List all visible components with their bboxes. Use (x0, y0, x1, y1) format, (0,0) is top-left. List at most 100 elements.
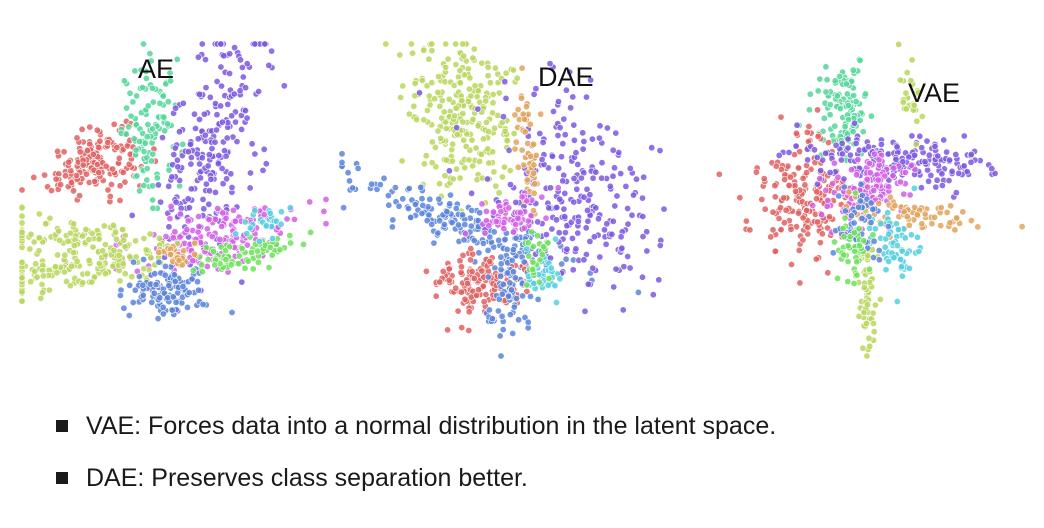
scatter-point (896, 76, 904, 84)
scatter-point (198, 40, 206, 48)
scatter-point (885, 230, 893, 238)
scatter-point (223, 175, 231, 183)
scatter-point (148, 298, 156, 306)
vae-title: VAE (908, 78, 961, 108)
scatter-point (420, 160, 428, 168)
scatter-point (265, 264, 273, 272)
scatter-point (947, 202, 955, 210)
scatter-point (813, 195, 821, 203)
scatter-point (149, 125, 157, 133)
scatter-point (785, 182, 793, 190)
scatter-point (574, 217, 582, 225)
scatter-point (191, 250, 199, 258)
scatter-point (136, 187, 144, 195)
scatter-point (544, 281, 552, 289)
scatter-point (459, 211, 467, 219)
scatter-point (431, 143, 439, 151)
scatter-point (232, 118, 240, 126)
scatter-point (530, 161, 538, 169)
scatter-point (859, 128, 867, 136)
scatter-point (449, 175, 457, 183)
scatter-point (61, 172, 69, 180)
scatter-point (430, 239, 438, 247)
scatter-point (172, 104, 180, 112)
scatter-point (159, 303, 167, 311)
scatter-point (413, 116, 421, 124)
scatter-point (467, 245, 475, 253)
scatter-point (459, 40, 467, 48)
scatter-point (465, 326, 473, 334)
scatter-point (119, 226, 127, 234)
scatter-point (960, 132, 968, 140)
scatter-point (520, 115, 528, 123)
scatter-point (198, 268, 206, 276)
scatter-point (409, 49, 417, 57)
scatter-point (246, 184, 254, 192)
scatter-point (112, 228, 120, 236)
scatter-point (160, 113, 168, 121)
scatter-point (166, 215, 174, 223)
scatter-point (165, 166, 173, 174)
scatter-point (461, 164, 469, 172)
scatter-point (106, 192, 114, 200)
scatter-point (42, 220, 50, 228)
scatter-point (485, 222, 493, 230)
scatter-point (626, 164, 634, 172)
scatter-point (931, 213, 939, 221)
scatter-point (777, 165, 785, 173)
scatter-point (875, 247, 883, 255)
scatter-point (453, 131, 461, 139)
scatter-point (466, 74, 474, 82)
scatter-point (845, 188, 853, 196)
scatter-point (611, 202, 619, 210)
ae-scatter-plot (18, 40, 330, 323)
scatter-point (508, 256, 516, 264)
scatter-point (767, 233, 775, 241)
scatter-point (184, 303, 192, 311)
scatter-point (559, 177, 567, 185)
scatter-point (142, 246, 150, 254)
scatter-point (831, 122, 839, 130)
scatter-point (863, 320, 871, 328)
scatter-point (109, 221, 117, 229)
scatter-point (211, 138, 219, 146)
scatter-point (30, 238, 38, 246)
scatter-point (242, 84, 250, 92)
scatter-point (906, 264, 914, 272)
scatter-point (368, 180, 376, 188)
scatter-point (853, 171, 861, 179)
scatter-point (639, 233, 647, 241)
scatter-point (826, 111, 834, 119)
scatter-point (882, 266, 890, 274)
scatter-point (166, 251, 174, 259)
bullet-list: VAE: Forces data into a normal distribut… (56, 400, 776, 504)
scatter-point (825, 139, 833, 147)
scatter-point (213, 126, 221, 134)
scatter-point (458, 324, 466, 332)
scatter-point (198, 154, 206, 162)
scatter-point (146, 50, 154, 58)
scatter-point (960, 162, 968, 170)
scatter-point (27, 230, 35, 238)
scatter-point (211, 261, 219, 269)
bullet-item: VAE: Forces data into a normal distribut… (56, 400, 776, 452)
scatter-point (475, 286, 483, 294)
scatter-point (458, 288, 466, 296)
scatter-point (547, 264, 555, 272)
scatter-point (524, 239, 532, 247)
scatter-point (470, 45, 478, 53)
scatter-point (459, 251, 467, 259)
scatter-point (859, 344, 867, 352)
scatter-point (88, 278, 96, 286)
ae-title: AE (138, 54, 175, 84)
scatter-point (286, 204, 294, 212)
scatter-point (626, 264, 634, 272)
scatter-point (482, 207, 490, 215)
scatter-point (782, 206, 790, 214)
scatter-point (761, 205, 769, 213)
scatter-point (207, 175, 215, 183)
scatter-point (742, 217, 750, 225)
scatter-point (856, 242, 864, 250)
scatter-point (166, 69, 174, 77)
scatter-point (205, 151, 213, 159)
